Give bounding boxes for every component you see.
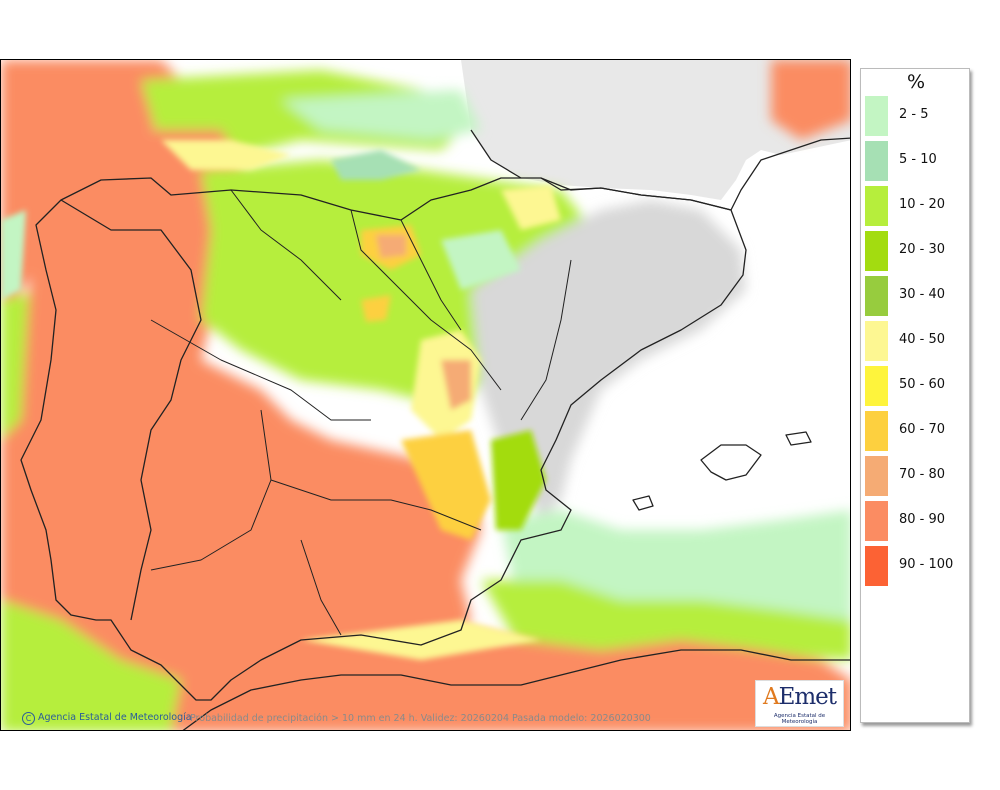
- field-east-nodata: [471, 200, 746, 520]
- precipitation-probability-map: [1, 60, 850, 730]
- legend-item: 40 - 50: [865, 321, 969, 361]
- legend-item: 80 - 90: [865, 501, 969, 541]
- island-menorca: [785, 431, 812, 446]
- legend-item: 30 - 40: [865, 276, 969, 316]
- island-mallorca: [700, 444, 762, 481]
- patch-guadarrama: [361, 295, 391, 322]
- aemet-logo: AEmet Agencia Estatal de Meteorología: [755, 680, 844, 727]
- legend-swatch: [865, 411, 888, 451]
- legend-item: 90 - 100: [865, 546, 969, 586]
- credit-text: Agencia Estatal de Meteorología: [38, 712, 192, 723]
- region-lines: [150, 189, 572, 636]
- legend-label: 60 - 70: [899, 422, 946, 437]
- legend-label: 40 - 50: [899, 332, 946, 347]
- legend-item: 50 - 60: [865, 366, 969, 406]
- legend-title: %: [906, 71, 926, 93]
- legend-item: 70 - 80: [865, 456, 969, 496]
- legend-item: 60 - 70: [865, 411, 969, 451]
- legend-swatch: [865, 501, 888, 541]
- field-atlantic-west: [1, 60, 201, 320]
- island-ibiza: [632, 495, 654, 511]
- legend-swatch: [865, 321, 888, 361]
- field-gulf-lion: [771, 60, 850, 140]
- legend-label: 5 - 10: [899, 152, 937, 167]
- legend-label: 30 - 40: [899, 287, 946, 302]
- border-portugal: [60, 199, 202, 621]
- legend-swatch: [865, 96, 888, 136]
- copyright-icon: C: [22, 712, 35, 725]
- field-west-iberia: [1, 130, 481, 730]
- logo-letter-a: A: [762, 684, 780, 710]
- patch-basque-yellow: [501, 185, 561, 230]
- legend-label: 50 - 60: [899, 377, 946, 392]
- legend-label: 80 - 90: [899, 512, 946, 527]
- legend-label: 90 - 100: [899, 557, 954, 572]
- patch-east-yellow: [401, 430, 491, 540]
- legend-swatch: [865, 546, 888, 586]
- patch-atlantic-light: [1, 210, 26, 300]
- map-caption: Probabilidad de precipitación > 10 mm en…: [190, 713, 651, 724]
- legend-item: 20 - 30: [865, 231, 969, 271]
- patch-iberian-orange: [376, 235, 406, 258]
- logo-wordmark: AEmet: [756, 684, 843, 710]
- legend-panel: % 2 - 5 5 - 10 10 - 20 20 - 30 30 - 40 40 - 5…: [860, 68, 970, 723]
- legend-label: 2 - 5: [899, 107, 929, 122]
- legend-swatch: [865, 141, 888, 181]
- legend-swatch: [865, 456, 888, 496]
- legend-swatch: [865, 186, 888, 226]
- legend-item: 10 - 20: [865, 186, 969, 226]
- field-south-atlantic-green: [1, 600, 181, 730]
- map-frame: [0, 59, 851, 731]
- legend-swatch: [865, 276, 888, 316]
- credit-line: C Agencia Estatal de Meteorología: [22, 712, 192, 725]
- logo-letters: Emet: [778, 684, 837, 710]
- legend-item: 2 - 5: [865, 96, 969, 136]
- patch-north-coast-grey: [331, 150, 421, 180]
- coastline-france: [470, 129, 850, 211]
- legend-swatch: [865, 366, 888, 406]
- france-land: [461, 60, 850, 200]
- patch-alboran-yellow: [301, 620, 541, 660]
- legend-label: 70 - 80: [899, 467, 946, 482]
- patch-valencia-green: [491, 430, 546, 530]
- coastline-iberia: [20, 177, 747, 701]
- patch-ebro-light: [441, 230, 521, 290]
- legend-item: 5 - 10: [865, 141, 969, 181]
- logo-subtitle: Agencia Estatal de Meteorología: [773, 713, 826, 725]
- border-france: [540, 177, 732, 211]
- field-bay-of-biscay: [281, 90, 481, 140]
- legend-label: 20 - 30: [899, 242, 946, 257]
- patch-cantabria-yellow: [161, 140, 291, 170]
- legend-label: 10 - 20: [899, 197, 946, 212]
- legend-swatch: [865, 231, 888, 271]
- patch-central-orange: [441, 360, 471, 410]
- field-med-yellow: [481, 580, 850, 660]
- coastline-north-africa: [182, 649, 850, 730]
